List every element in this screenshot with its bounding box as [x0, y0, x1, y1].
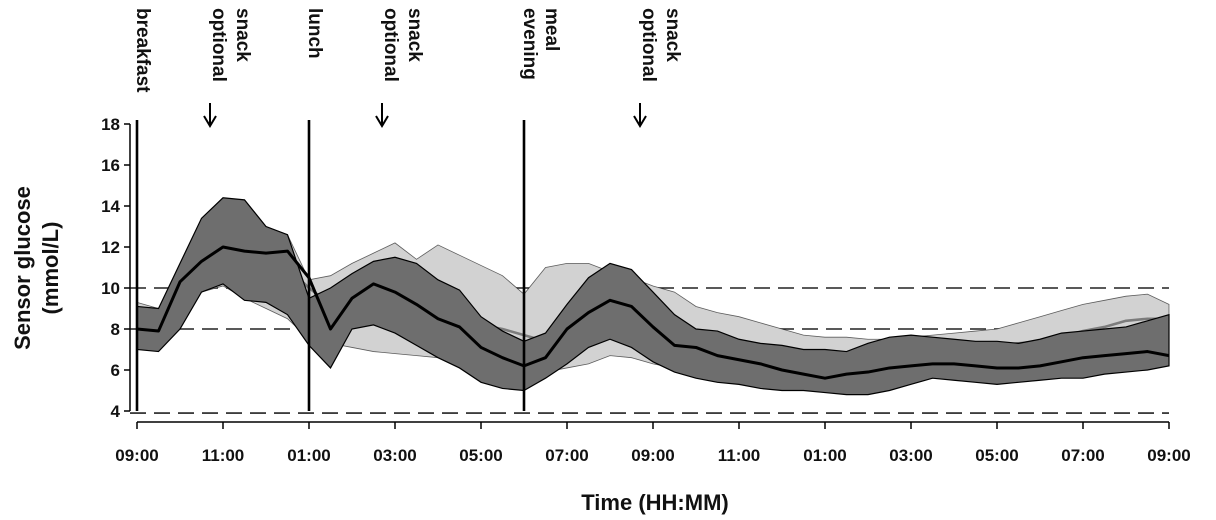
y-tick-label: 12: [101, 238, 120, 257]
x-tick-label: 11:00: [202, 446, 245, 465]
y-tick-label: 18: [101, 115, 120, 134]
snack-marker-label-1-1: snack: [404, 8, 425, 62]
y-axis-title-line-2: (mmol/L): [38, 222, 63, 315]
y-tick-label: 8: [111, 320, 120, 339]
snack-marker-label-0-1: snack: [232, 8, 253, 62]
x-tick-label: 01:00: [287, 446, 330, 465]
x-tick-label: 09:00: [631, 446, 674, 465]
snack-arrow-head-2: [633, 115, 647, 128]
x-tick-label: 03:00: [889, 446, 932, 465]
x-tick-label: 05:00: [459, 446, 502, 465]
meal-marker-label-0-0: breakfast: [132, 8, 153, 93]
meal-marker-label-2-1: meal: [541, 8, 562, 51]
y-tick-label: 14: [101, 197, 120, 216]
meal-markers: breakfast lunch evening meal: [132, 8, 562, 411]
y-tick-label: 4: [111, 402, 121, 421]
x-tick-label: 01:00: [803, 446, 846, 465]
dark-series-group: [136, 197, 1170, 396]
x-tick-label: 07:00: [1061, 446, 1104, 465]
x-tick-label: 07:00: [545, 446, 588, 465]
x-tick-label: 03:00: [373, 446, 416, 465]
x-tick-label: 09:00: [115, 446, 158, 465]
y-tick-label: 16: [101, 156, 120, 175]
meal-marker-label-2-0: evening: [519, 8, 540, 80]
axes: [124, 123, 1170, 429]
y-tick-label: 10: [101, 279, 120, 298]
x-tick-label: 05:00: [975, 446, 1018, 465]
snack-marker-label-0-0: optional: [208, 8, 229, 82]
snack-marker-label-1-0: optional: [380, 8, 401, 82]
y-tick-labels: 4 6 8 10 12 14 16 18: [101, 115, 120, 421]
snack-markers: optional snack optional snack optional snack: [203, 8, 683, 128]
y-axis-title-line-1: Sensor glucose: [10, 186, 35, 350]
snack-marker-label-2-0: optional: [638, 8, 659, 82]
snack-arrow-head-1: [375, 115, 389, 128]
series-1-band: [136, 197, 1170, 396]
y-tick-label: 6: [111, 361, 120, 380]
x-tick-label: 11:00: [718, 446, 761, 465]
snack-marker-label-2-1: snack: [662, 8, 683, 62]
x-axis-title: Time (HH:MM): [581, 490, 728, 515]
snack-arrow-head-0: [203, 115, 217, 128]
meal-marker-label-1-0: lunch: [304, 8, 325, 59]
x-tick-label: 09:00: [1147, 446, 1190, 465]
x-tick-labels: 09:00 11:00 01:00 03:00 05:00 07:00 09:00 11:00…: [115, 446, 1190, 465]
